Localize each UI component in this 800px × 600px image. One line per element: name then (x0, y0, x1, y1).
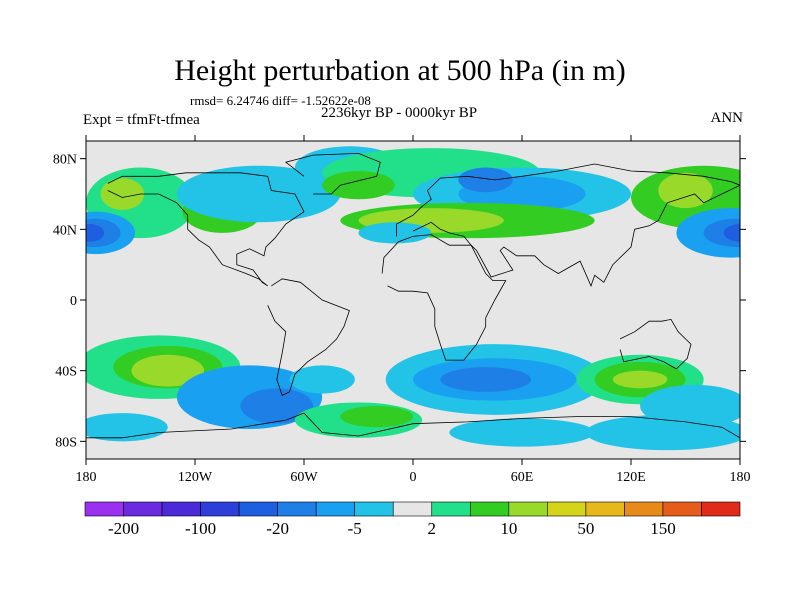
lon-axis: 180 120W 60W 0 60E 120E 180 (76, 135, 751, 485)
colorbar-swatch (238, 501, 278, 517)
contour-region (440, 367, 532, 392)
contour-region (723, 224, 740, 242)
contour-region (585, 414, 740, 451)
lon-label: 0 (410, 470, 417, 485)
lat-label: 80N (53, 153, 77, 168)
colorbar-swatch (624, 501, 664, 517)
lat-label: 80S (55, 435, 77, 450)
coastline (267, 278, 350, 396)
lat-label: 40N (53, 223, 77, 238)
colorbar-swatch (508, 501, 548, 517)
lon-label: 60E (511, 470, 534, 485)
colorbar-label: 50 (577, 519, 594, 538)
contour-region (458, 167, 513, 193)
colorbar-swatch (431, 501, 471, 517)
colorbar-label: 10 (500, 519, 517, 538)
colorbar-label: 2 (428, 519, 437, 538)
colorbar-label: -20 (266, 519, 289, 538)
colorbar-swatch (662, 501, 702, 517)
colorbar-label: -5 (348, 519, 362, 538)
colorbar-swatch (277, 501, 317, 517)
lon-label: 180 (76, 470, 97, 485)
contour-region (358, 222, 432, 244)
contour-map (86, 141, 740, 459)
lon-label: 180 (730, 470, 751, 485)
colorbar-swatch (161, 501, 201, 517)
lat-axis: 80N 40N 0 40S 80S (53, 153, 746, 450)
colorbar-swatch (354, 501, 394, 517)
season-label: ANN (710, 110, 744, 126)
contour-region (289, 365, 355, 394)
contour-region (658, 172, 713, 209)
colorbar-label: 150 (650, 519, 676, 538)
lat-label: 0 (70, 294, 77, 309)
map-figure: 80N 40N 0 40S 80S 180 120W 60W 0 60E 120E 180 (53, 135, 751, 485)
stats-text: rmsd= 6.24746 diff= -1.52622e-08 (190, 93, 371, 108)
colorbar-swatch (200, 501, 240, 517)
contour-region (176, 165, 341, 223)
colorbar-swatch (315, 501, 356, 517)
coastline (86, 412, 740, 439)
contour-region (86, 224, 105, 242)
coastline (619, 318, 692, 370)
contour-region (240, 388, 314, 424)
contour-region (340, 406, 413, 428)
figure-title: Height perturbation at 500 hPa (in m) (174, 54, 626, 87)
colorbar-label: -100 (185, 519, 216, 538)
coastline (381, 234, 507, 361)
period-label: 2236kyr BP - 0000kyr BP (321, 105, 478, 121)
lon-label: 120E (616, 470, 646, 485)
lat-label: 40S (55, 365, 77, 380)
contour-region (100, 178, 145, 210)
colorbar-swatch (701, 501, 741, 517)
lon-label: 60W (290, 470, 318, 485)
colorbar-swatch (84, 501, 124, 517)
experiment-label: Expt = tfmFt-tfmea (83, 112, 200, 128)
coastline (284, 152, 381, 195)
colorbar-swatch (469, 501, 510, 517)
contour-region (612, 370, 668, 389)
contour-region (86, 413, 168, 442)
colorbar-swatch (392, 501, 433, 517)
contour-region (449, 418, 595, 447)
coastlines (86, 152, 740, 439)
contour-region (131, 354, 205, 387)
lon-label: 120W (178, 470, 213, 485)
contour-region (322, 171, 395, 200)
coastline (396, 163, 740, 287)
colorbar: -200 -100 -20 -5 2 10 50 150 (84, 501, 741, 538)
colorbar-swatch (547, 501, 587, 517)
colorbar-label: -200 (108, 519, 139, 538)
coastline (107, 172, 305, 287)
colorbar-swatch (585, 501, 625, 517)
colorbar-swatch (123, 501, 163, 517)
